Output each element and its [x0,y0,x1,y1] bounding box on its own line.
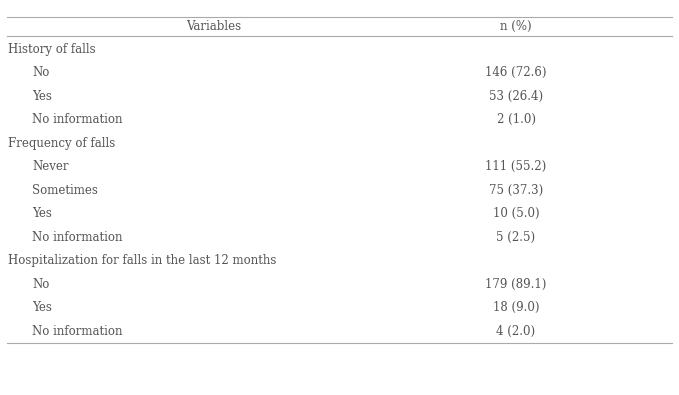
Text: 10 (5.0): 10 (5.0) [493,207,539,220]
Text: 111 (55.2): 111 (55.2) [485,160,547,173]
Text: Sometimes: Sometimes [32,184,98,197]
Text: 75 (37.3): 75 (37.3) [489,184,543,197]
Text: n (%): n (%) [500,21,532,33]
Text: 53 (26.4): 53 (26.4) [489,90,543,103]
Text: 18 (9.0): 18 (9.0) [493,301,539,314]
Text: No information: No information [32,113,122,126]
Text: 179 (89.1): 179 (89.1) [485,278,547,291]
Text: 4 (2.0): 4 (2.0) [496,325,536,338]
Text: Yes: Yes [32,90,52,103]
Text: 146 (72.6): 146 (72.6) [485,66,547,79]
Text: Yes: Yes [32,301,52,314]
Text: Yes: Yes [32,207,52,220]
Text: No information: No information [32,325,122,338]
Text: No information: No information [32,231,122,244]
Text: Variables: Variables [186,21,242,33]
Text: Hospitalization for falls in the last 12 months: Hospitalization for falls in the last 12… [8,254,276,267]
Text: Never: Never [32,160,69,173]
Text: History of falls: History of falls [8,43,96,56]
Text: No: No [32,66,50,79]
Text: 2 (1.0): 2 (1.0) [496,113,536,126]
Text: 5 (2.5): 5 (2.5) [496,231,536,244]
Text: No: No [32,278,50,291]
Text: Frequency of falls: Frequency of falls [8,137,115,150]
